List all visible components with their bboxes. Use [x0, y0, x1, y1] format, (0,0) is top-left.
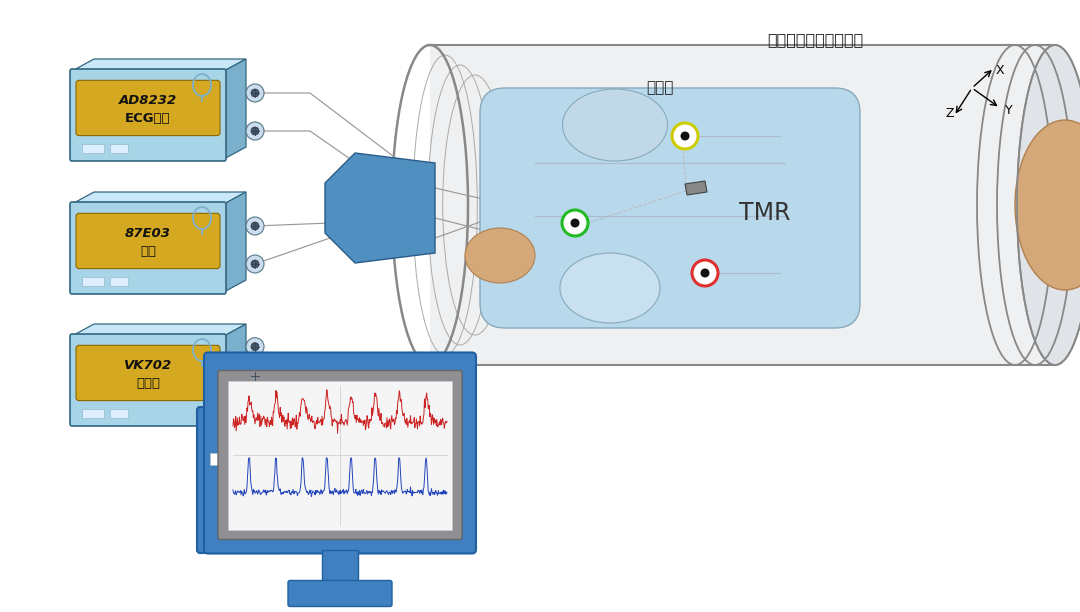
FancyBboxPatch shape	[70, 202, 226, 294]
FancyBboxPatch shape	[70, 69, 226, 161]
Circle shape	[246, 122, 264, 140]
Bar	[322, 550, 357, 584]
Circle shape	[246, 367, 264, 385]
Circle shape	[251, 343, 259, 351]
Circle shape	[701, 269, 710, 277]
Text: 电极贴: 电极贴	[646, 81, 674, 95]
Bar	[82, 277, 104, 286]
Circle shape	[246, 338, 264, 356]
Bar	[82, 409, 104, 418]
Polygon shape	[224, 192, 246, 292]
Ellipse shape	[561, 253, 660, 323]
FancyBboxPatch shape	[218, 370, 462, 540]
Circle shape	[251, 222, 259, 230]
Circle shape	[562, 210, 588, 236]
Circle shape	[570, 218, 580, 228]
Circle shape	[251, 260, 259, 268]
FancyBboxPatch shape	[288, 581, 392, 606]
Bar	[110, 277, 129, 286]
Bar	[228, 381, 453, 529]
Ellipse shape	[563, 89, 667, 161]
FancyBboxPatch shape	[76, 345, 220, 401]
Circle shape	[251, 127, 259, 135]
FancyBboxPatch shape	[480, 88, 860, 328]
Ellipse shape	[465, 228, 535, 283]
Circle shape	[692, 260, 718, 286]
Text: ECG模块: ECG模块	[125, 112, 171, 125]
Circle shape	[246, 397, 264, 414]
Circle shape	[251, 89, 259, 97]
Circle shape	[246, 217, 264, 235]
Polygon shape	[224, 59, 246, 159]
FancyBboxPatch shape	[197, 407, 283, 553]
FancyBboxPatch shape	[70, 334, 226, 426]
Text: TMR: TMR	[739, 201, 791, 225]
Polygon shape	[224, 324, 246, 424]
FancyBboxPatch shape	[76, 80, 220, 136]
FancyBboxPatch shape	[204, 353, 476, 553]
Text: AD8232: AD8232	[119, 94, 177, 107]
Ellipse shape	[1017, 45, 1080, 365]
Bar	[110, 409, 129, 418]
Circle shape	[680, 132, 689, 141]
Text: VK702: VK702	[124, 359, 172, 372]
Circle shape	[251, 401, 259, 409]
Text: 模块: 模块	[140, 245, 156, 258]
Text: 磁屏蔽桶（两端开口）: 磁屏蔽桶（两端开口）	[767, 32, 863, 48]
Text: X: X	[996, 64, 1004, 77]
Polygon shape	[72, 192, 246, 204]
Ellipse shape	[1015, 120, 1080, 290]
Bar	[110, 144, 129, 153]
Bar	[210, 453, 238, 465]
Polygon shape	[72, 59, 246, 71]
Circle shape	[251, 372, 259, 380]
Polygon shape	[325, 153, 435, 263]
Polygon shape	[72, 324, 246, 336]
Polygon shape	[685, 181, 707, 195]
Circle shape	[672, 123, 698, 149]
Circle shape	[246, 255, 264, 273]
Text: 87E03: 87E03	[125, 227, 171, 240]
Circle shape	[246, 84, 264, 102]
Text: Y: Y	[1005, 103, 1013, 116]
Text: Z: Z	[946, 107, 955, 120]
Bar	[82, 144, 104, 153]
Text: 采集卡: 采集卡	[136, 378, 160, 390]
FancyBboxPatch shape	[76, 214, 220, 269]
Polygon shape	[430, 45, 1055, 365]
